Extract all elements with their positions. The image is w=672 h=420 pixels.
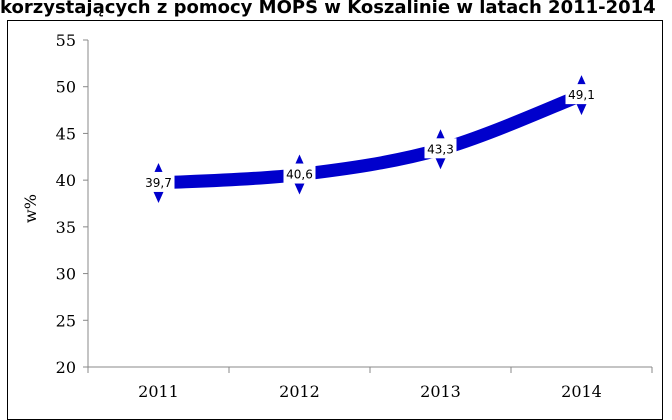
y-tick-label: 35 bbox=[56, 218, 76, 237]
data-label: 39,7 bbox=[142, 171, 175, 192]
data-label: 49,1 bbox=[565, 84, 598, 105]
y-tick-label: 45 bbox=[56, 124, 76, 143]
y-tick-labels: 20 25 30 35 40 45 50 55 bbox=[56, 31, 88, 377]
x-tick-label: 2013 bbox=[420, 382, 461, 401]
y-tick-label: 55 bbox=[56, 31, 76, 50]
y-tick-label: 40 bbox=[56, 171, 76, 190]
x-tick-labels: 2011 2012 2013 2014 bbox=[87, 367, 653, 401]
y-axis-title: w% bbox=[21, 194, 40, 223]
y-tick-label: 25 bbox=[56, 311, 76, 330]
x-tick-label: 2014 bbox=[561, 382, 602, 401]
y-tick-label: 50 bbox=[56, 78, 76, 97]
data-label-text: 39,7 bbox=[145, 176, 172, 190]
data-label-box bbox=[424, 138, 457, 159]
data-label-box bbox=[142, 171, 175, 192]
series-layer: 39,7 40,6 43,3 49,1 bbox=[142, 75, 598, 203]
data-label: 43,3 bbox=[424, 138, 457, 159]
data-label-box bbox=[565, 84, 598, 105]
data-label: 40,6 bbox=[283, 163, 316, 184]
series-line bbox=[152, 88, 588, 190]
chart-title: korzystających z pomocy MOPS w Koszalini… bbox=[0, 0, 656, 18]
x-tick-label: 2011 bbox=[138, 382, 179, 401]
y-tick-label: 30 bbox=[56, 265, 76, 284]
x-tick-label: 2012 bbox=[279, 382, 320, 401]
data-label-text: 49,1 bbox=[568, 88, 595, 102]
y-tick-label: 20 bbox=[56, 358, 76, 377]
data-label-text: 43,3 bbox=[427, 142, 454, 156]
data-label-box bbox=[283, 163, 316, 184]
data-label-text: 40,6 bbox=[286, 168, 313, 182]
